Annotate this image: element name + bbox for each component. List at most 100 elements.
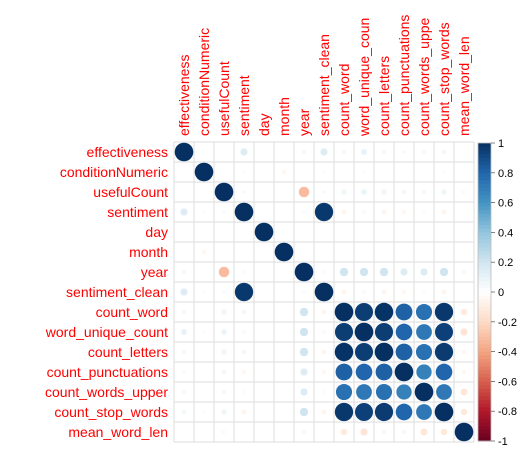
- correlation-circle: [283, 291, 285, 293]
- colorbar-tick-label: -1: [498, 436, 508, 448]
- correlation-circle: [283, 271, 285, 273]
- colorbar-segment: [478, 388, 491, 394]
- correlation-circle: [283, 431, 285, 433]
- colorbar-segment: [478, 176, 491, 181]
- correlation-circle: [375, 363, 393, 381]
- correlation-circle: [299, 347, 309, 357]
- correlation-circle: [283, 151, 285, 153]
- correlation-circle: [203, 191, 205, 193]
- correlation-circle: [243, 251, 245, 253]
- correlation-circle: [395, 343, 413, 361]
- colorbar-segment: [478, 347, 491, 353]
- colorbar-tick-label: 0: [498, 287, 504, 299]
- correlation-circle: [342, 170, 346, 174]
- correlation-circle: [263, 271, 265, 273]
- correlation-circle: [415, 343, 433, 361]
- correlation-circle: [221, 389, 227, 395]
- correlation-circle: [322, 270, 326, 274]
- correlation-circle: [299, 407, 309, 417]
- correlation-circle: [401, 289, 407, 295]
- correlation-circle: [420, 268, 428, 276]
- row-label: count_word: [96, 304, 168, 320]
- correlation-circle: [174, 142, 194, 162]
- column-label: mean_word_len: [456, 36, 472, 136]
- colorbar-segment: [478, 351, 491, 356]
- colorbar-segment: [478, 277, 491, 282]
- column-label: count_word: [336, 64, 352, 136]
- correlation-circle: [454, 422, 474, 442]
- colorbar-segment: [478, 165, 491, 170]
- colorbar-segment: [478, 284, 491, 289]
- correlation-circle: [240, 148, 248, 156]
- colorbar-segment: [478, 310, 491, 315]
- correlation-circle: [381, 209, 387, 215]
- correlation-circle: [283, 371, 285, 373]
- correlation-circle: [341, 189, 347, 195]
- correlation-circle: [242, 190, 246, 194]
- correlation-circle: [374, 342, 394, 362]
- column-label: conditionNumeric: [196, 28, 212, 136]
- correlation-circle: [234, 282, 254, 302]
- correlation-circle: [434, 342, 454, 362]
- correlation-circle: [181, 409, 187, 415]
- row-label: word_unique_count: [45, 324, 168, 340]
- correlation-circle: [202, 310, 206, 314]
- colorbar-segment: [478, 154, 491, 159]
- column-label: day: [256, 113, 272, 136]
- correlation-circle: [460, 328, 468, 336]
- row-label: count_punctuations: [47, 364, 168, 380]
- correlation-circle: [302, 170, 306, 174]
- correlation-circle: [241, 409, 247, 415]
- colorbar-segment: [478, 150, 491, 155]
- colorbar-segment: [478, 161, 491, 166]
- correlation-circle: [263, 151, 265, 153]
- colorbar-segment: [478, 202, 491, 207]
- correlation-circle: [222, 290, 226, 294]
- correlation-circle: [283, 311, 285, 313]
- correlation-circle: [223, 251, 225, 253]
- correlation-circle: [321, 309, 327, 315]
- column-label: usefulCount: [216, 61, 232, 136]
- correlation-circle: [416, 364, 432, 380]
- correlation-circle: [396, 384, 412, 400]
- row-label: count_stop_words: [54, 404, 168, 420]
- correlation-circle: [263, 191, 265, 193]
- correlation-circle: [181, 329, 187, 335]
- correlation-circle: [383, 231, 385, 233]
- colorbar-segment: [478, 239, 491, 245]
- correlation-circle: [218, 266, 230, 278]
- column-label: word_unique_coun: [356, 18, 372, 137]
- correlation-circle: [234, 202, 254, 222]
- colorbar-segment: [478, 280, 491, 286]
- colorbar-segment: [478, 377, 491, 382]
- colorbar-tick-label: -0.6: [498, 376, 517, 388]
- colorbar-tick-label: 0.6: [498, 198, 513, 210]
- correlation-circle: [263, 371, 265, 373]
- colorbar-segment: [478, 191, 491, 196]
- correlation-circle: [441, 289, 447, 295]
- correlation-circle: [283, 191, 285, 193]
- correlation-circle: [395, 323, 413, 341]
- correlation-circle: [183, 251, 185, 253]
- correlation-circle: [374, 322, 394, 342]
- correlation-circle: [182, 170, 186, 174]
- row-label: day: [145, 224, 168, 240]
- colorbar-segment: [478, 143, 491, 148]
- colorbar-segment: [478, 269, 491, 274]
- colorbar-segment: [478, 332, 491, 338]
- colorbar-tick-label: -0.2: [498, 317, 517, 329]
- correlation-circle: [440, 428, 448, 436]
- correlation-circle: [422, 170, 426, 174]
- correlation-circle: [395, 403, 413, 421]
- colorbar-segment: [478, 292, 491, 297]
- column-label: sentiment: [236, 75, 252, 136]
- correlation-circle: [354, 342, 374, 362]
- correlation-circle: [443, 231, 445, 233]
- correlation-circle: [434, 402, 454, 422]
- correlation-circle: [221, 349, 227, 355]
- correlation-circle: [354, 402, 374, 422]
- correlation-circle: [263, 391, 265, 393]
- correlation-circle: [461, 269, 467, 275]
- correlation-circle: [194, 162, 214, 182]
- column-label: year: [296, 108, 312, 136]
